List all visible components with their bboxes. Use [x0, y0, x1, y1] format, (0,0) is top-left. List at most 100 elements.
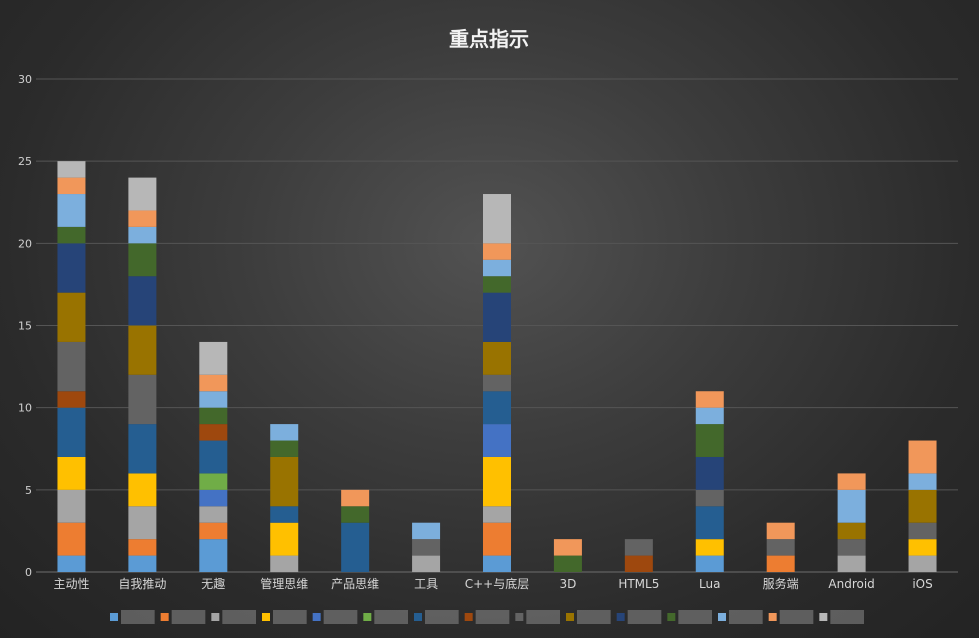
bar-stack — [412, 522, 441, 572]
legend-label-obscured — [425, 610, 459, 624]
x-category-label: HTML5 — [618, 577, 659, 591]
legend-label-obscured — [121, 610, 155, 624]
bar-segment — [128, 177, 157, 211]
bar-segment — [483, 341, 511, 375]
legend-item — [363, 610, 408, 624]
legend-marker — [363, 613, 372, 621]
legend-label-obscured — [171, 610, 206, 624]
bar-stack — [766, 522, 795, 572]
legend-item — [414, 610, 459, 624]
bar-segment — [341, 522, 370, 572]
bar-segment — [57, 226, 86, 244]
bar-segment — [837, 539, 866, 556]
bar-segment — [57, 194, 86, 227]
bar-segment — [908, 539, 937, 556]
bar-segment — [695, 506, 724, 540]
bar-segment — [553, 555, 582, 572]
bar-segment — [341, 489, 370, 507]
x-category-label: Android — [828, 577, 874, 591]
bar-segment — [270, 440, 299, 457]
legend-item — [768, 610, 814, 624]
legend-marker — [667, 613, 676, 621]
bar-segment — [412, 522, 441, 540]
bar-segment — [695, 555, 724, 572]
bar-segment — [57, 292, 86, 342]
bar-segment — [57, 341, 86, 392]
bar-segment — [199, 506, 228, 523]
legend-marker — [262, 613, 270, 621]
bar-stack — [483, 194, 511, 572]
legend-item — [515, 610, 560, 624]
legend-label-obscured — [779, 610, 814, 624]
y-tick-label: 15 — [18, 320, 32, 333]
bar-segment — [695, 456, 724, 490]
bar-segment — [483, 555, 511, 572]
legend-marker — [616, 613, 625, 621]
bar-segment — [837, 522, 866, 540]
legend-item — [616, 610, 662, 624]
bar-stack — [908, 440, 937, 572]
legend-marker — [718, 613, 726, 621]
legend-label-obscured — [526, 610, 560, 624]
legend-marker — [768, 613, 777, 621]
bar-segment — [908, 555, 937, 572]
bar-segment — [695, 391, 724, 408]
bar-segment — [128, 424, 157, 474]
bar-segment — [766, 555, 795, 572]
x-category-label: 管理思维 — [260, 576, 308, 591]
legend-marker — [515, 613, 524, 621]
x-category-label: 工具 — [414, 577, 438, 591]
legend-item — [110, 610, 155, 624]
bar-segment — [128, 539, 157, 556]
bar-segment — [483, 522, 511, 556]
bar-segment — [57, 489, 86, 523]
x-category-label: 3D — [559, 577, 576, 591]
bar-segment — [483, 374, 511, 392]
bar-segment — [695, 539, 724, 556]
legend-label-obscured — [577, 610, 611, 624]
bar-segment — [908, 522, 937, 540]
bar-stack — [341, 489, 370, 572]
bar-stack — [128, 177, 157, 572]
bar-segment — [270, 424, 299, 441]
bar-stack — [199, 341, 228, 572]
bar-segment — [837, 555, 866, 572]
legend-marker — [464, 613, 473, 621]
x-axis-category-labels: 主动性 自我推动 无趣 管理思维 产品思维 工具 C++与底层 3D HTML5 Lua 服务端 An… — [53, 576, 932, 591]
bar-segment — [57, 456, 86, 490]
bar-segment — [766, 539, 795, 556]
bar-segment — [908, 489, 937, 523]
legend-item — [464, 610, 510, 624]
legend-item — [566, 610, 611, 624]
bar-segment — [199, 407, 228, 425]
bar-segment — [199, 391, 228, 408]
bar-segment — [128, 226, 157, 244]
bar-segment — [199, 440, 228, 474]
bar-segment — [341, 506, 370, 523]
y-tick-label: 25 — [18, 155, 32, 168]
legend-marker — [160, 613, 169, 621]
legend-marker — [819, 613, 828, 621]
bar-segment — [199, 522, 228, 540]
bar-segment — [837, 489, 866, 523]
bar-stack — [57, 161, 86, 572]
bar-segment — [695, 489, 724, 507]
legend-label-obscured — [627, 610, 662, 624]
x-category-label: 无趣 — [201, 576, 225, 591]
legend-item — [718, 610, 763, 624]
bar-segment — [270, 456, 299, 507]
legend-marker — [211, 613, 220, 621]
bar-segment — [128, 506, 157, 540]
y-tick-label: 30 — [18, 73, 32, 86]
legend-item — [160, 610, 206, 624]
bar-segment — [199, 374, 228, 392]
bar-segment — [57, 407, 86, 457]
bar-segment — [57, 522, 86, 556]
bar-segment — [483, 506, 511, 523]
legend-item — [667, 610, 712, 624]
legend-label-obscured — [678, 610, 712, 624]
bar-segment — [908, 440, 937, 474]
bar-segment — [199, 473, 228, 490]
x-category-label: 自我推动 — [118, 577, 166, 591]
